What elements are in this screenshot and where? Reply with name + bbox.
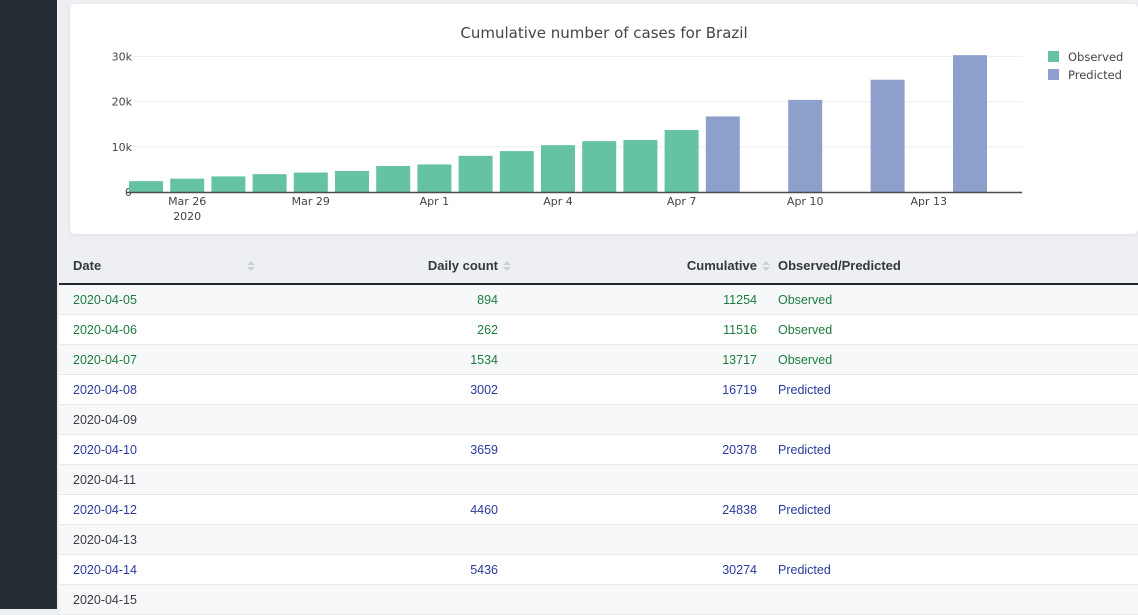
data-table: Date Daily count Cumulative Observed/Pre… [59,234,1138,615]
bar-observed-2020-03-25[interactable] [129,181,163,192]
cell-date: 2020-04-07 [73,352,137,367]
cell-daily-count: 3002 [470,382,498,397]
cell-date: 2020-04-12 [73,502,137,517]
table-row: 2020-04-10 3659 20378 Predicted [59,435,1138,465]
y-tick-label: 20k [112,96,133,109]
cell-daily-count: 262 [477,322,498,337]
table-row: 2020-04-12 4460 24838 Predicted [59,495,1138,525]
cell-daily-count: 3659 [470,442,498,457]
chart-card: 0 10k 20k 30k Mar 26 2020 Mar 29 Apr 1 Apr 4 Apr … [70,4,1138,234]
cell-date: 2020-04-06 [73,322,137,337]
cell-status: Observed [778,352,833,367]
table-row: 2020-04-06 262 11516 Observed [59,315,1138,345]
bar-observed-2020-03-28[interactable] [252,174,287,192]
sort-icon-cumulative[interactable] [762,261,770,271]
bar-observed-2020-03-29[interactable] [293,172,328,192]
table-row: 2020-04-07 1534 13717 Observed [59,345,1138,375]
bar-predicted-2020-04-10[interactable] [788,99,823,192]
legend-swatch-observed [1048,51,1059,62]
bar-observed-2020-04-06[interactable] [623,139,658,192]
table-row: 2020-04-13 [59,525,1138,555]
cell-status: Predicted [778,382,831,397]
y-tick-label: 10k [112,141,133,154]
sort-icon-date[interactable] [247,261,255,271]
column-header-cumulative[interactable]: Cumulative [686,258,757,273]
legend-item-observed[interactable]: Observed [1048,49,1124,64]
legend-item-predicted[interactable]: Predicted [1048,67,1123,82]
column-header-date[interactable]: Date [73,258,102,273]
x-tick-label: Apr 4 [543,195,573,208]
legend-label-observed: Observed [1068,49,1124,64]
bar-observed-2020-03-30[interactable] [335,170,369,192]
bar-predicted-2020-04-08[interactable] [705,116,740,192]
x-tick-sub-label: 2020 [173,210,201,223]
cell-cumulative: 16719 [722,382,757,397]
cell-cumulative: 24838 [722,502,757,517]
cell-cumulative: 11254 [723,292,757,307]
x-tick-label: Mar 29 [292,195,330,208]
cell-status: Predicted [778,442,831,457]
bar-observed-2020-04-07[interactable] [664,129,699,192]
cell-date: 2020-04-05 [73,292,137,307]
legend-label-predicted: Predicted [1068,67,1122,82]
x-tick-label: Apr 13 [911,195,948,208]
cell-cumulative: 20378 [722,442,757,457]
bar-predicted-2020-04-14[interactable] [953,55,987,193]
column-header-daily-count[interactable]: Daily count [427,258,498,273]
x-tick-label: Apr 10 [787,195,824,208]
column-header-observed-predicted: Observed/Predicted [778,258,901,273]
cell-daily-count: 5436 [470,562,498,577]
table-row: 2020-04-08 3002 16719 Predicted [59,375,1138,405]
bar-observed-2020-04-04[interactable] [541,145,575,192]
cell-date: 2020-04-13 [73,532,137,547]
cell-date: 2020-04-10 [73,442,137,457]
sort-icon-daily-count[interactable] [503,261,511,271]
cell-status: Predicted [778,562,831,577]
sidebar [0,0,57,609]
x-tick-label: Mar 26 [168,195,206,208]
table-header: Date Daily count Cumulative Observed/Pre… [59,234,1138,285]
bar-observed-2020-04-05[interactable] [582,141,617,192]
cell-date: 2020-04-11 [73,472,137,487]
x-tick-label: Apr 7 [667,195,697,208]
table-row: 2020-04-14 5436 30274 Predicted [59,555,1138,585]
bar-observed-2020-03-27[interactable] [211,176,246,192]
bar-predicted-2020-04-12[interactable] [870,79,905,192]
bar-observed-2020-04-01[interactable] [417,164,452,192]
cell-date: 2020-04-15 [73,592,137,607]
cell-status: Observed [778,292,833,307]
x-tick-label: Apr 1 [420,195,450,208]
bar-observed-2020-04-02[interactable] [458,155,493,192]
cell-date: 2020-04-14 [73,562,137,577]
y-tick-label: 30k [112,50,133,63]
cell-cumulative: 30274 [722,562,757,577]
table-row: 2020-04-11 [59,465,1138,495]
table-row: 2020-04-05 894 11254 Observed [59,285,1138,315]
cell-status: Predicted [778,502,831,517]
table-body: 2020-04-05 894 11254 Observed 2020-04-06 262 1… [59,285,1138,615]
cell-cumulative: 11516 [723,322,757,337]
cell-date: 2020-04-08 [73,382,137,397]
bar-observed-2020-03-26[interactable] [170,178,205,192]
cell-daily-count: 4460 [470,502,498,517]
bar-observed-2020-03-31[interactable] [376,166,411,192]
table-row: 2020-04-15 [59,585,1138,615]
chart-title: Cumulative number of cases for Brazil [460,24,748,42]
bar-observed-2020-04-03[interactable] [499,151,534,192]
legend-swatch-predicted [1048,69,1059,80]
cell-cumulative: 13717 [722,352,757,367]
cell-status: Observed [778,322,833,337]
chart-legend: Observed Predicted [1048,49,1124,82]
cell-daily-count: 1534 [470,352,498,367]
table-row: 2020-04-09 [59,405,1138,435]
cell-date: 2020-04-09 [73,412,137,427]
cell-daily-count: 894 [477,292,498,307]
